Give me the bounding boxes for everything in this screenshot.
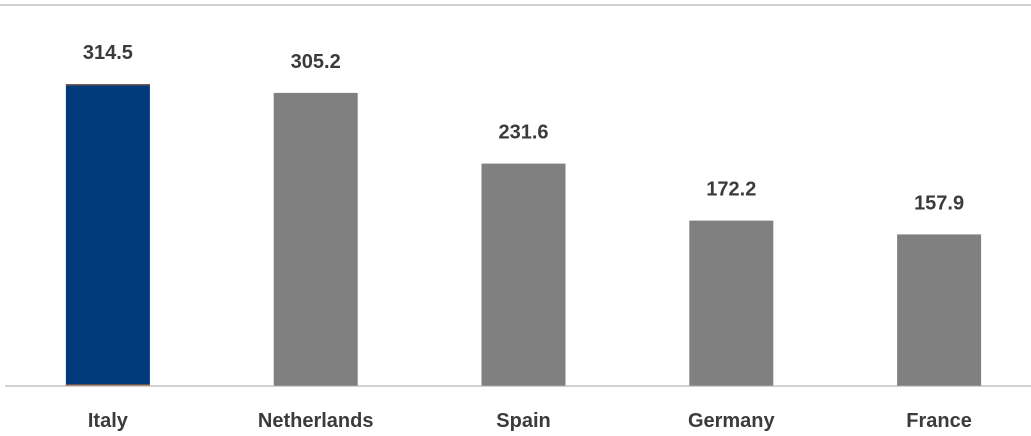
value-label-france: 157.9 [914,192,964,214]
value-labels-layer: 314.5 305.2 231.6 172.2 157.9 [83,42,964,214]
value-label-germany: 172.2 [706,179,756,201]
category-label-netherlands: Netherlands [258,410,374,432]
category-label-germany: Germany [688,410,776,432]
bars-layer [65,84,982,387]
bar-germany [689,220,774,386]
bar-top-accent [65,84,150,86]
bar-italy [65,84,150,386]
category-label-spain: Spain [496,410,550,432]
category-label-france: France [906,410,972,432]
bar-netherlands [273,92,358,387]
bar-france [897,234,982,386]
category-label-italy: Italy [88,410,129,432]
bar-spain [481,163,566,386]
value-label-netherlands: 305.2 [291,51,341,73]
value-label-spain: 231.6 [498,122,548,144]
value-label-italy: 314.5 [83,42,133,64]
category-labels-layer: Italy Netherlands Spain Germany France [88,410,972,432]
